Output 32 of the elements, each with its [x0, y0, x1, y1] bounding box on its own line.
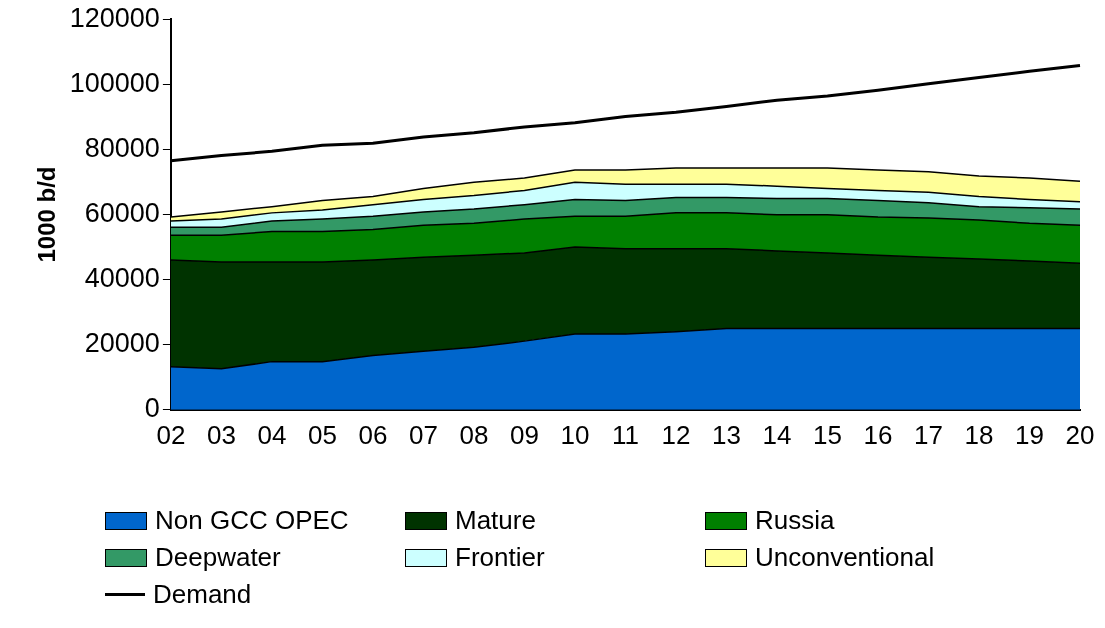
legend-label: Deepwater	[155, 542, 281, 573]
y-tick-label: 60000	[84, 197, 160, 228]
x-tick-label: 20	[1065, 419, 1095, 450]
y-axis-title: 1000 b/d	[33, 166, 61, 263]
legend-label: Unconventional	[755, 542, 935, 573]
x-tick-label: 03	[206, 419, 236, 450]
legend-label: Mature	[455, 505, 536, 536]
x-tick-label: 18	[964, 419, 994, 450]
x-tick-label: 17	[914, 419, 943, 450]
x-tick-label: 19	[1015, 419, 1044, 450]
x-tick-label: 09	[509, 419, 539, 450]
y-tick-label: 20000	[84, 328, 160, 359]
y-tick-label: 40000	[84, 263, 160, 294]
y-tick-label: 120000	[69, 2, 160, 33]
legend-label: Frontier	[455, 542, 545, 573]
x-tick-label: 11	[611, 419, 639, 450]
x-tick-label: 06	[358, 419, 388, 450]
x-tick-label: 10	[560, 419, 590, 450]
x-tick-label: 07	[408, 419, 438, 450]
x-tick-label: 13	[712, 419, 741, 450]
legend-label: Non GCC OPEC	[155, 505, 349, 536]
x-tick-label: 08	[459, 419, 489, 450]
x-tick-label: 16	[863, 419, 893, 450]
x-tick-label: 05	[307, 419, 337, 450]
legend-label: Demand	[153, 579, 252, 610]
y-tick-label: 100000	[69, 67, 160, 98]
x-tick-label: 04	[257, 419, 287, 450]
legend-label: Russia	[755, 505, 835, 536]
y-tick-label: 80000	[84, 132, 160, 163]
x-tick-label: 12	[661, 419, 691, 450]
x-tick-label: 14	[762, 419, 792, 450]
x-tick-label: 15	[813, 419, 842, 450]
